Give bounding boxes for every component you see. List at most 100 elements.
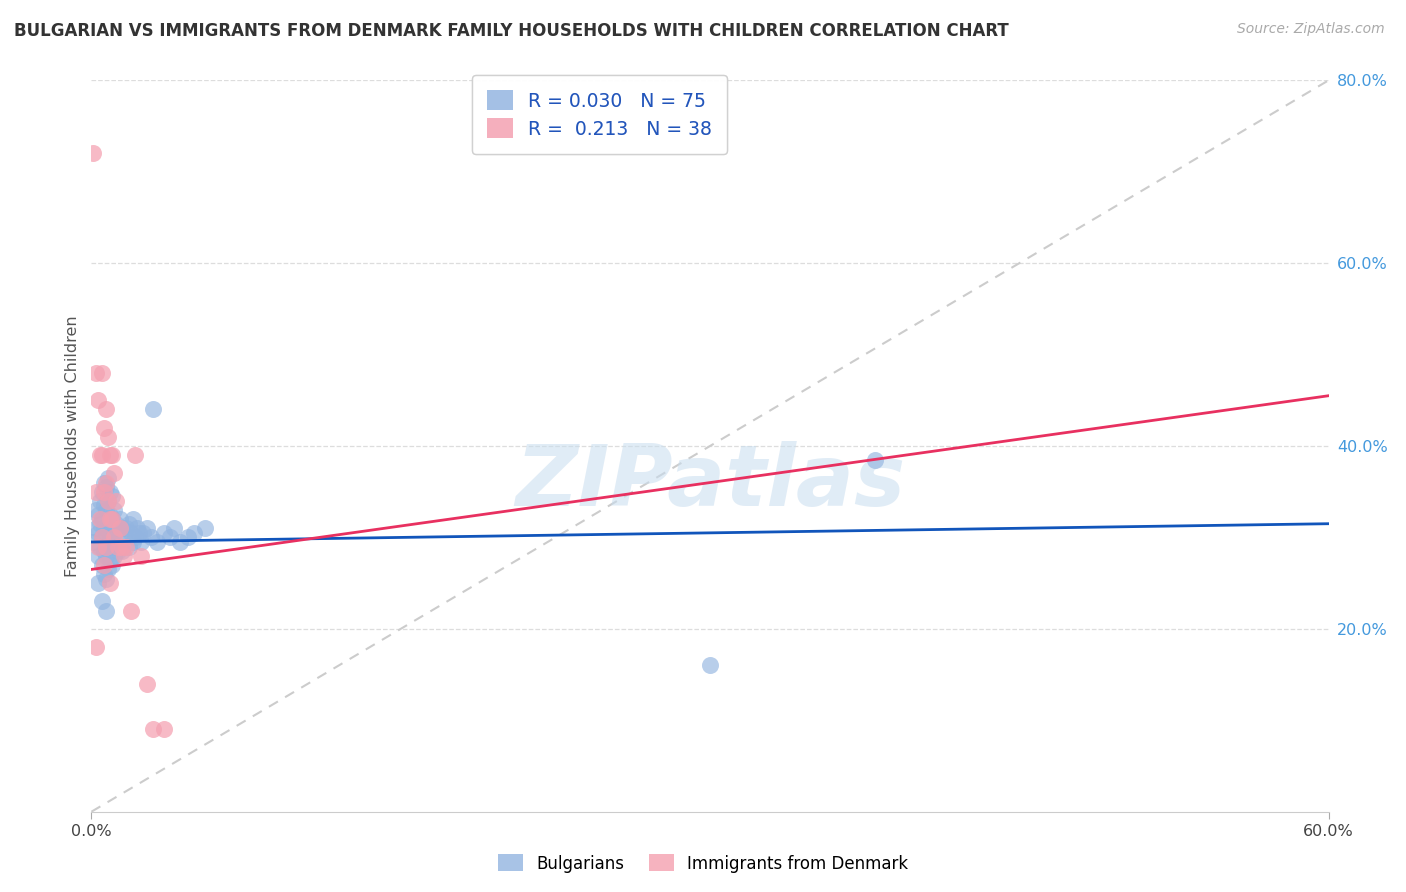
Point [115,540,138,554]
Point [89,540,111,554]
Point [112,530,135,544]
Point [117,540,139,554]
Point [146,535,169,549]
Point [97,562,120,576]
Point [103,525,125,540]
Point [93,558,115,572]
Point [103,467,125,481]
Point [120,603,142,617]
Point [129,535,152,549]
Point [103,503,125,517]
Point [90,530,112,544]
Point [105,540,128,554]
Point [98,484,121,499]
Text: BULGARIAN VS IMMIGRANTS FROM DENMARK FAMILY HOUSEHOLDS WITH CHILDREN CORRELATION: BULGARIAN VS IMMIGRANTS FROM DENMARK FAM… [14,22,1010,40]
Point [111,540,134,554]
Point [107,521,129,535]
Point [94,480,117,494]
Point [125,521,148,535]
Point [94,402,117,417]
Point [105,516,128,531]
Point [90,484,112,499]
Point [120,525,142,540]
Point [159,530,181,544]
Point [93,521,115,535]
Point [111,521,134,535]
Point [136,676,159,690]
Point [93,567,115,582]
Point [86,549,108,563]
Point [93,475,115,490]
Point [124,448,146,462]
Text: Source: ZipAtlas.com: Source: ZipAtlas.com [1237,22,1385,37]
Point [152,525,174,540]
Point [101,512,124,526]
Point [111,544,134,558]
Point [169,535,191,549]
Point [132,525,155,540]
Point [94,503,117,517]
Point [84,640,107,655]
Point [84,366,107,380]
Point [110,512,132,526]
Point [84,484,107,499]
Text: ZIPatlas: ZIPatlas [515,441,905,524]
Point [103,549,125,563]
Point [177,530,200,544]
Point [129,549,152,563]
Point [98,508,121,522]
Point [863,452,886,467]
Point [97,493,120,508]
Point [94,525,117,540]
Point [101,558,124,572]
Point [86,393,108,408]
Point [89,493,111,508]
Point [86,525,108,540]
Point [90,558,112,572]
Point [94,475,117,490]
Point [82,535,104,549]
Point [121,512,143,526]
Point [699,658,721,673]
Point [90,512,112,526]
Point [124,530,146,544]
Point [101,448,124,462]
Point [90,366,112,380]
Point [183,525,205,540]
Point [142,723,165,737]
Point [152,723,174,737]
Point [101,489,124,503]
Point [194,521,217,535]
Point [93,499,115,513]
Point [86,540,108,554]
Point [97,493,120,508]
Point [107,540,129,554]
Point [98,530,121,544]
Point [89,448,111,462]
Point [82,146,104,161]
Point [90,448,112,462]
Point [84,521,107,535]
Point [90,530,112,544]
Point [86,508,108,522]
Legend: R = 0.030   N = 75, R =  0.213   N = 38: R = 0.030 N = 75, R = 0.213 N = 38 [472,75,727,153]
Point [103,530,125,544]
Y-axis label: Family Households with Children: Family Households with Children [65,315,80,577]
Point [97,516,120,531]
Point [94,572,117,586]
Point [97,471,120,485]
Point [98,512,121,526]
Point [101,512,124,526]
Point [110,521,132,535]
Point [94,603,117,617]
Point [94,549,117,563]
Point [117,516,139,531]
Point [94,540,117,554]
Point [107,544,129,558]
Point [112,549,135,563]
Point [110,535,132,549]
Point [163,521,186,535]
Point [93,484,115,499]
Point [89,512,111,526]
Point [136,521,159,535]
